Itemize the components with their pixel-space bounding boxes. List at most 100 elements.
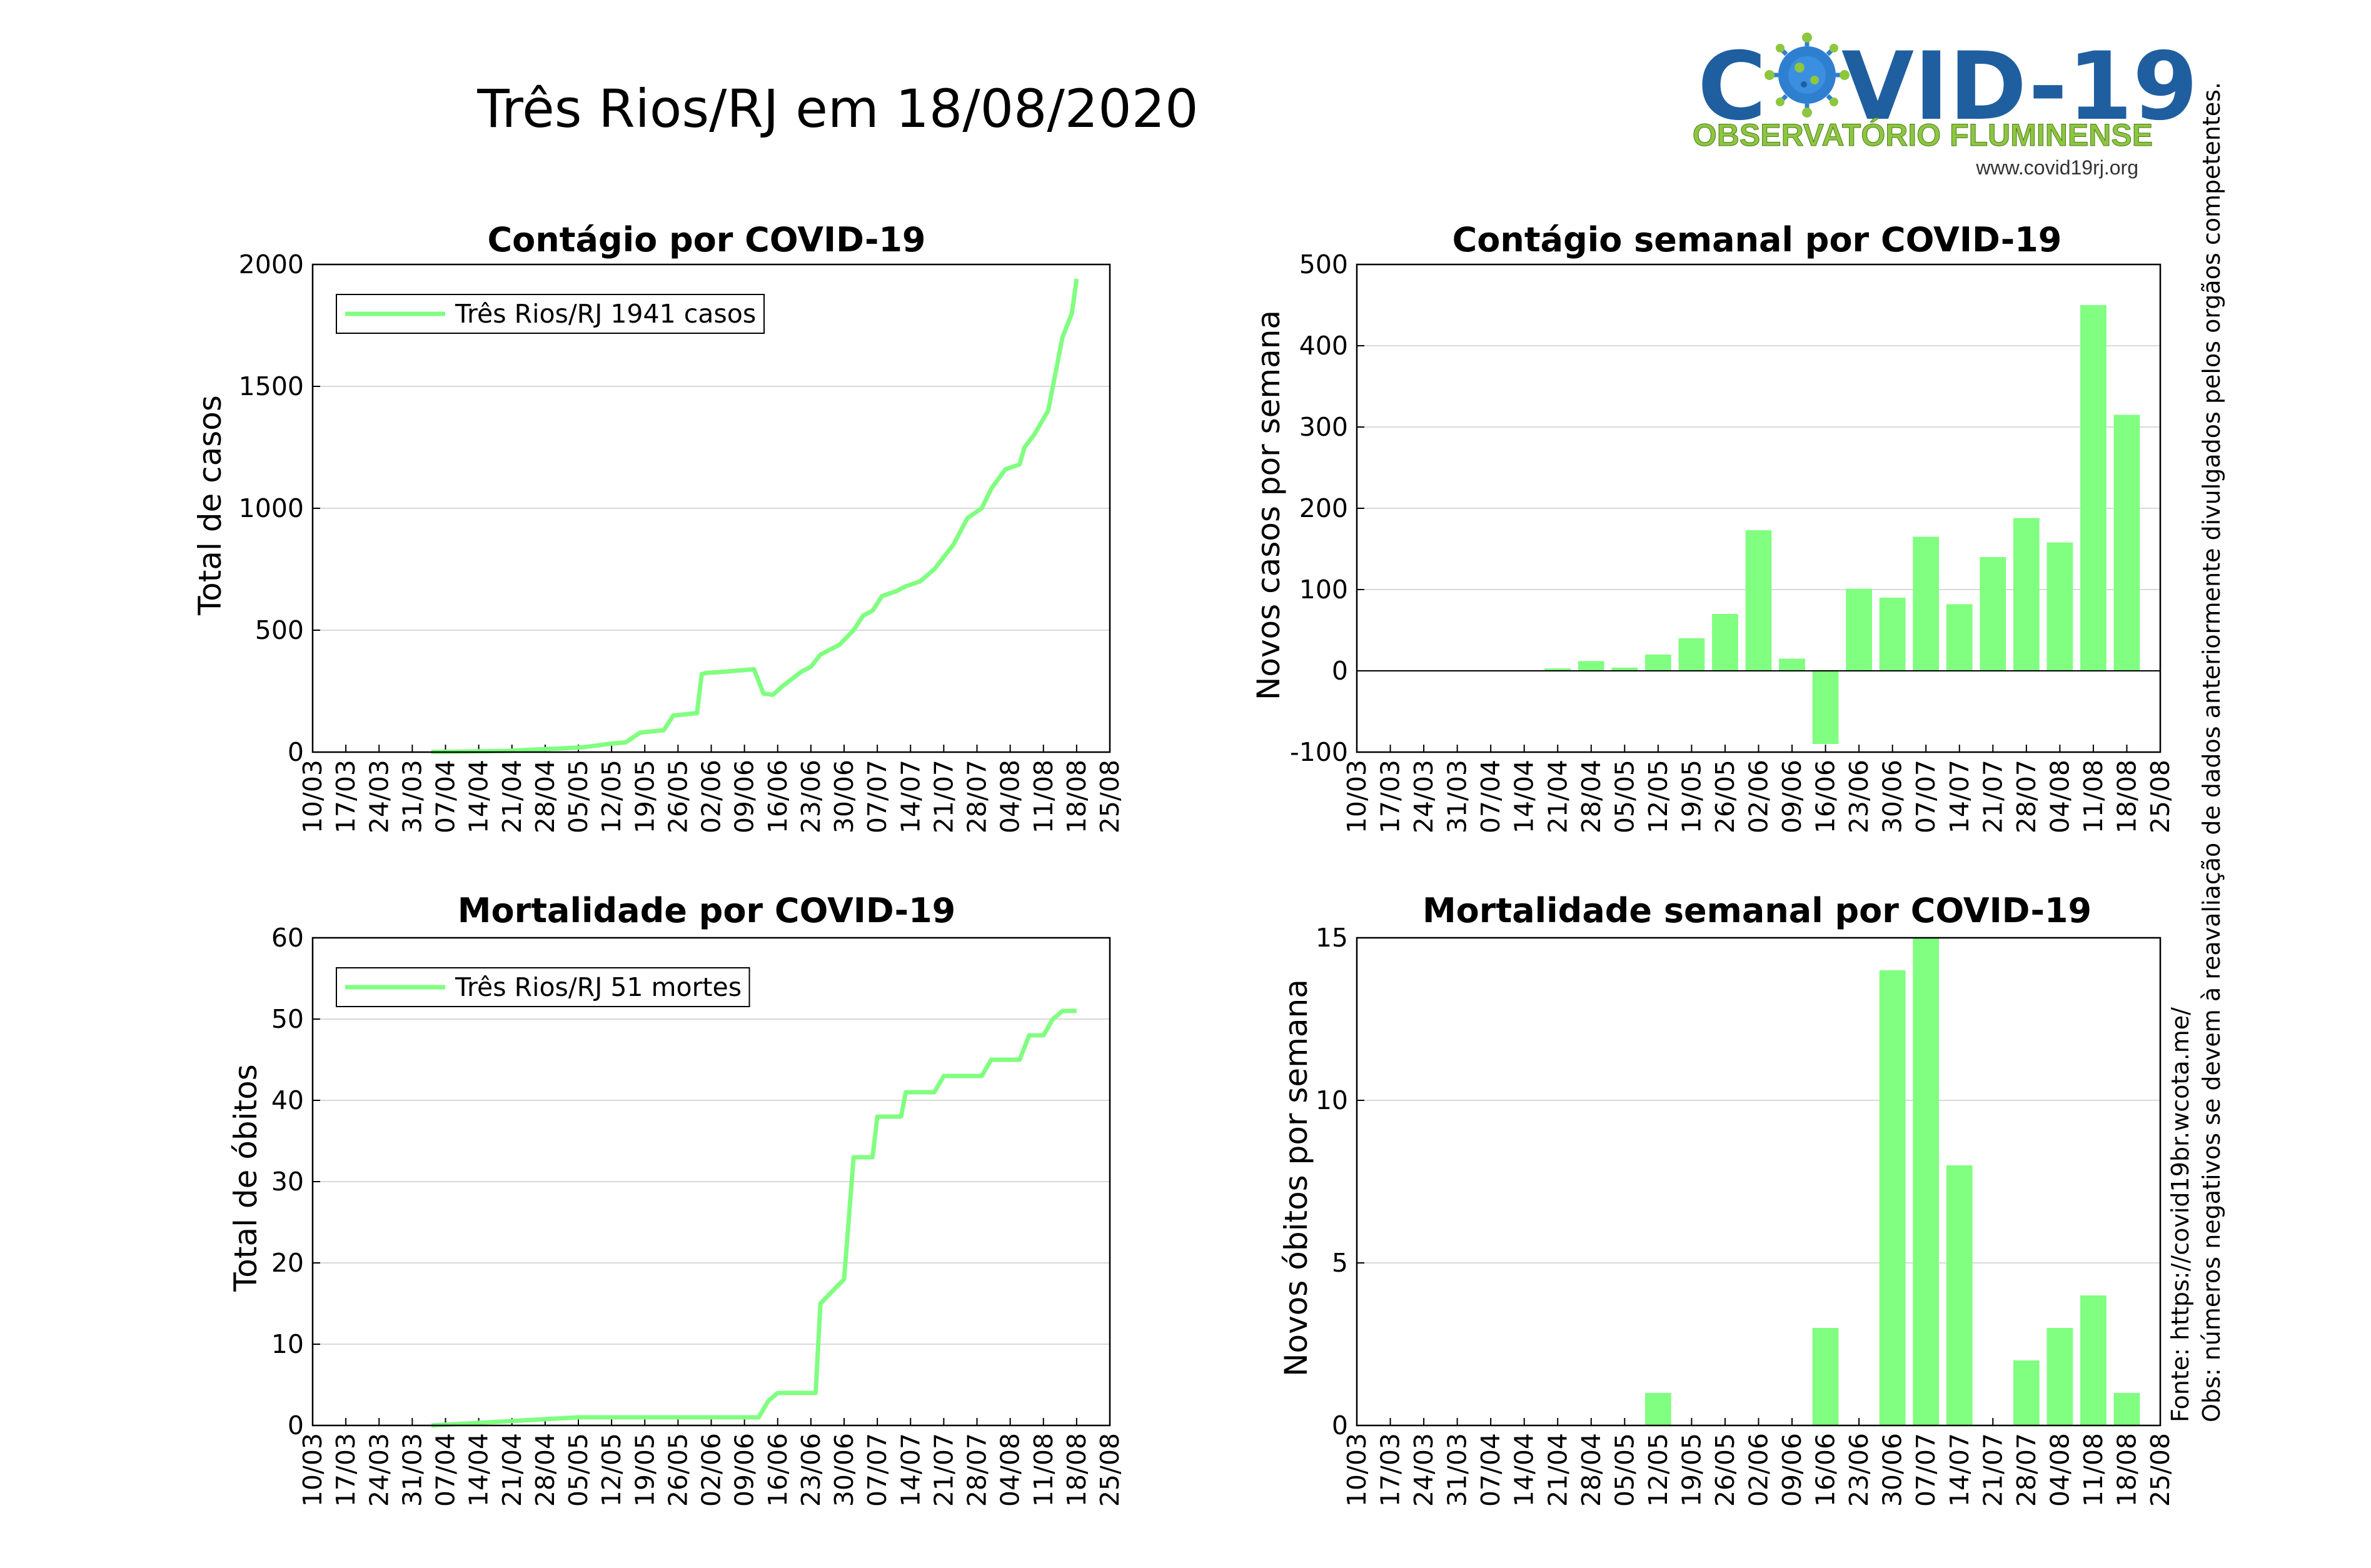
weekly-deaths-chart: Mortalidade semanal por COVID-19 Novos ó… xyxy=(1278,891,2175,1507)
x-tick-label: 07/07 xyxy=(1911,1433,1941,1507)
deaths-chart: Mortalidade por COVID-19 Total de óbitos… xyxy=(228,891,1125,1507)
bar xyxy=(1779,658,1805,671)
bar xyxy=(2046,1328,2073,1425)
y-tick-label: 10 xyxy=(1316,1085,1348,1115)
x-tick-label: 07/07 xyxy=(862,1433,892,1507)
x-tick-label: 30/06 xyxy=(1878,760,1908,833)
x-tick-label: 12/05 xyxy=(597,1433,627,1507)
weekly-deaths-chart-title: Mortalidade semanal por COVID-19 xyxy=(1422,891,2092,930)
bar xyxy=(2113,1393,2140,1425)
weekly-deaths-y-label: Novos óbitos por semana xyxy=(1278,979,1314,1377)
x-tick-label: 14/07 xyxy=(1945,760,1975,833)
x-tick-label: 21/07 xyxy=(1978,760,2008,833)
x-tick-label: 07/07 xyxy=(862,760,892,833)
x-tick-label: 10/03 xyxy=(1342,1433,1372,1507)
x-tick-label: 14/04 xyxy=(1509,1433,1539,1507)
y-tick-label: 200 xyxy=(1299,493,1348,523)
bar xyxy=(2013,518,2040,671)
x-tick-label: 26/05 xyxy=(663,760,693,833)
logo-text-left: C xyxy=(1698,33,1766,141)
bar xyxy=(1544,668,1571,671)
x-tick-label: 24/03 xyxy=(364,760,394,833)
weekly-cases-chart: Contágio semanal por COVID-19 Novos caso… xyxy=(1251,220,2175,833)
x-tick-label: 11/08 xyxy=(2078,760,2108,833)
y-tick-label: 0 xyxy=(288,1410,304,1440)
plot-frame xyxy=(1356,263,2162,753)
y-tick-label: 5 xyxy=(1332,1248,1348,1278)
plot-frame xyxy=(1356,937,2162,1427)
x-tick-label: 28/07 xyxy=(2011,760,2041,833)
x-tick-label: 04/08 xyxy=(995,1433,1025,1507)
x-tick-label: 21/07 xyxy=(1978,1433,2008,1507)
x-tick-label: 02/06 xyxy=(1744,760,1774,833)
y-tick-label: 0 xyxy=(1332,1410,1348,1440)
y-tick-label: 50 xyxy=(271,1004,304,1034)
y-tick-label: 30 xyxy=(271,1167,304,1197)
y-tick-label: 60 xyxy=(271,923,304,953)
x-tick-label: 28/07 xyxy=(962,760,992,833)
x-tick-label: 19/05 xyxy=(630,760,660,833)
x-tick-label: 28/04 xyxy=(530,1433,560,1507)
x-tick-label: 24/03 xyxy=(1409,760,1439,833)
bar xyxy=(2013,1360,2040,1425)
bar xyxy=(1678,638,1705,671)
x-tick-label: 04/08 xyxy=(2045,760,2075,833)
cases-chart: Contágio por COVID-19 Total de casos 0 50… xyxy=(192,220,1125,833)
x-tick-label: 10/03 xyxy=(1342,760,1372,833)
bar xyxy=(1812,1328,1839,1425)
x-tick-label: 12/05 xyxy=(1643,760,1673,833)
bar xyxy=(1846,588,1873,671)
bar xyxy=(1946,604,1973,671)
bar xyxy=(1812,671,1839,744)
x-tick-label: 18/08 xyxy=(2112,1433,2142,1507)
x-tick-label: 24/03 xyxy=(364,1433,394,1507)
bar xyxy=(1611,667,1638,671)
y-tick-label: 40 xyxy=(271,1085,304,1115)
x-tick-label: 18/08 xyxy=(2112,760,2142,833)
x-tick-label: 14/07 xyxy=(895,760,925,833)
x-tick-label: 16/06 xyxy=(1811,760,1841,833)
x-tick-label: 10/03 xyxy=(298,1433,328,1507)
y-tick-label: -100 xyxy=(1290,737,1348,767)
y-tick-label: 10 xyxy=(271,1329,304,1359)
x-tick-label: 02/06 xyxy=(1744,1433,1774,1507)
x-tick-label: 25/08 xyxy=(2145,760,2175,833)
y-tick-label: 0 xyxy=(1332,656,1348,686)
x-tick-label: 16/06 xyxy=(763,1433,793,1507)
x-tick-label: 26/05 xyxy=(663,1433,693,1507)
x-tick-label: 28/07 xyxy=(2011,1433,2041,1507)
x-tick-label: 31/03 xyxy=(1442,1433,1472,1507)
x-tick-label: 19/05 xyxy=(630,1433,660,1507)
x-tick-label: 19/05 xyxy=(1676,760,1706,833)
x-tick-label: 31/03 xyxy=(1442,760,1472,833)
weekly-cases-y-label: Novos casos por semana xyxy=(1251,310,1287,700)
y-tick-label: 100 xyxy=(1299,575,1348,605)
x-tick-label: 14/04 xyxy=(1509,760,1539,833)
bar xyxy=(1879,598,1906,671)
x-tick-label: 24/03 xyxy=(1409,1433,1439,1507)
x-tick-label: 11/08 xyxy=(1029,1433,1059,1507)
x-tick-label: 28/04 xyxy=(1576,1433,1606,1507)
x-tick-label: 05/05 xyxy=(563,1433,593,1507)
bar xyxy=(1913,938,1940,1425)
x-tick-label: 25/08 xyxy=(1095,1433,1125,1507)
x-tick-label: 14/04 xyxy=(464,760,494,833)
y-tick-label: 500 xyxy=(1299,249,1348,279)
x-tick-label: 11/08 xyxy=(1029,760,1059,833)
bar xyxy=(1946,1165,1973,1425)
legend-label: Três Rios/RJ 1941 casos xyxy=(455,299,756,329)
bar xyxy=(1644,655,1671,671)
y-tick-label: 400 xyxy=(1299,331,1348,361)
x-tick-label: 11/08 xyxy=(2078,1433,2108,1507)
x-tick-label: 23/06 xyxy=(1844,760,1874,833)
bar xyxy=(1980,557,2006,671)
page-title: Três Rios/RJ em 18/08/2020 xyxy=(476,78,1198,139)
x-tick-label: 07/04 xyxy=(431,760,461,833)
x-tick-label: 17/03 xyxy=(1376,760,1406,833)
series-line xyxy=(431,1008,1077,1428)
x-tick-label: 25/08 xyxy=(1095,760,1125,833)
bar xyxy=(2113,415,2140,671)
x-tick-label: 16/06 xyxy=(763,760,793,833)
legend-label: Três Rios/RJ 51 mortes xyxy=(455,972,742,1002)
bar xyxy=(2080,305,2107,671)
